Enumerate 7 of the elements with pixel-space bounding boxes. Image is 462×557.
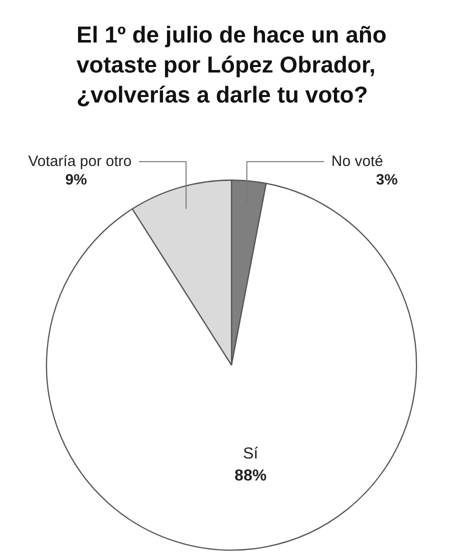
data-label: 9% bbox=[65, 172, 87, 189]
slice-label: Votaría por otro bbox=[28, 153, 132, 170]
data-label: 3% bbox=[376, 172, 398, 189]
data-label: 88% bbox=[234, 468, 267, 485]
slice-label: Sí bbox=[243, 445, 259, 462]
chart-title: El 1º de julio de hace un año votaste por López Obrador, ¿volverías a darle tu voto? bbox=[76, 22, 387, 108]
slice-label: No voté bbox=[331, 153, 384, 170]
